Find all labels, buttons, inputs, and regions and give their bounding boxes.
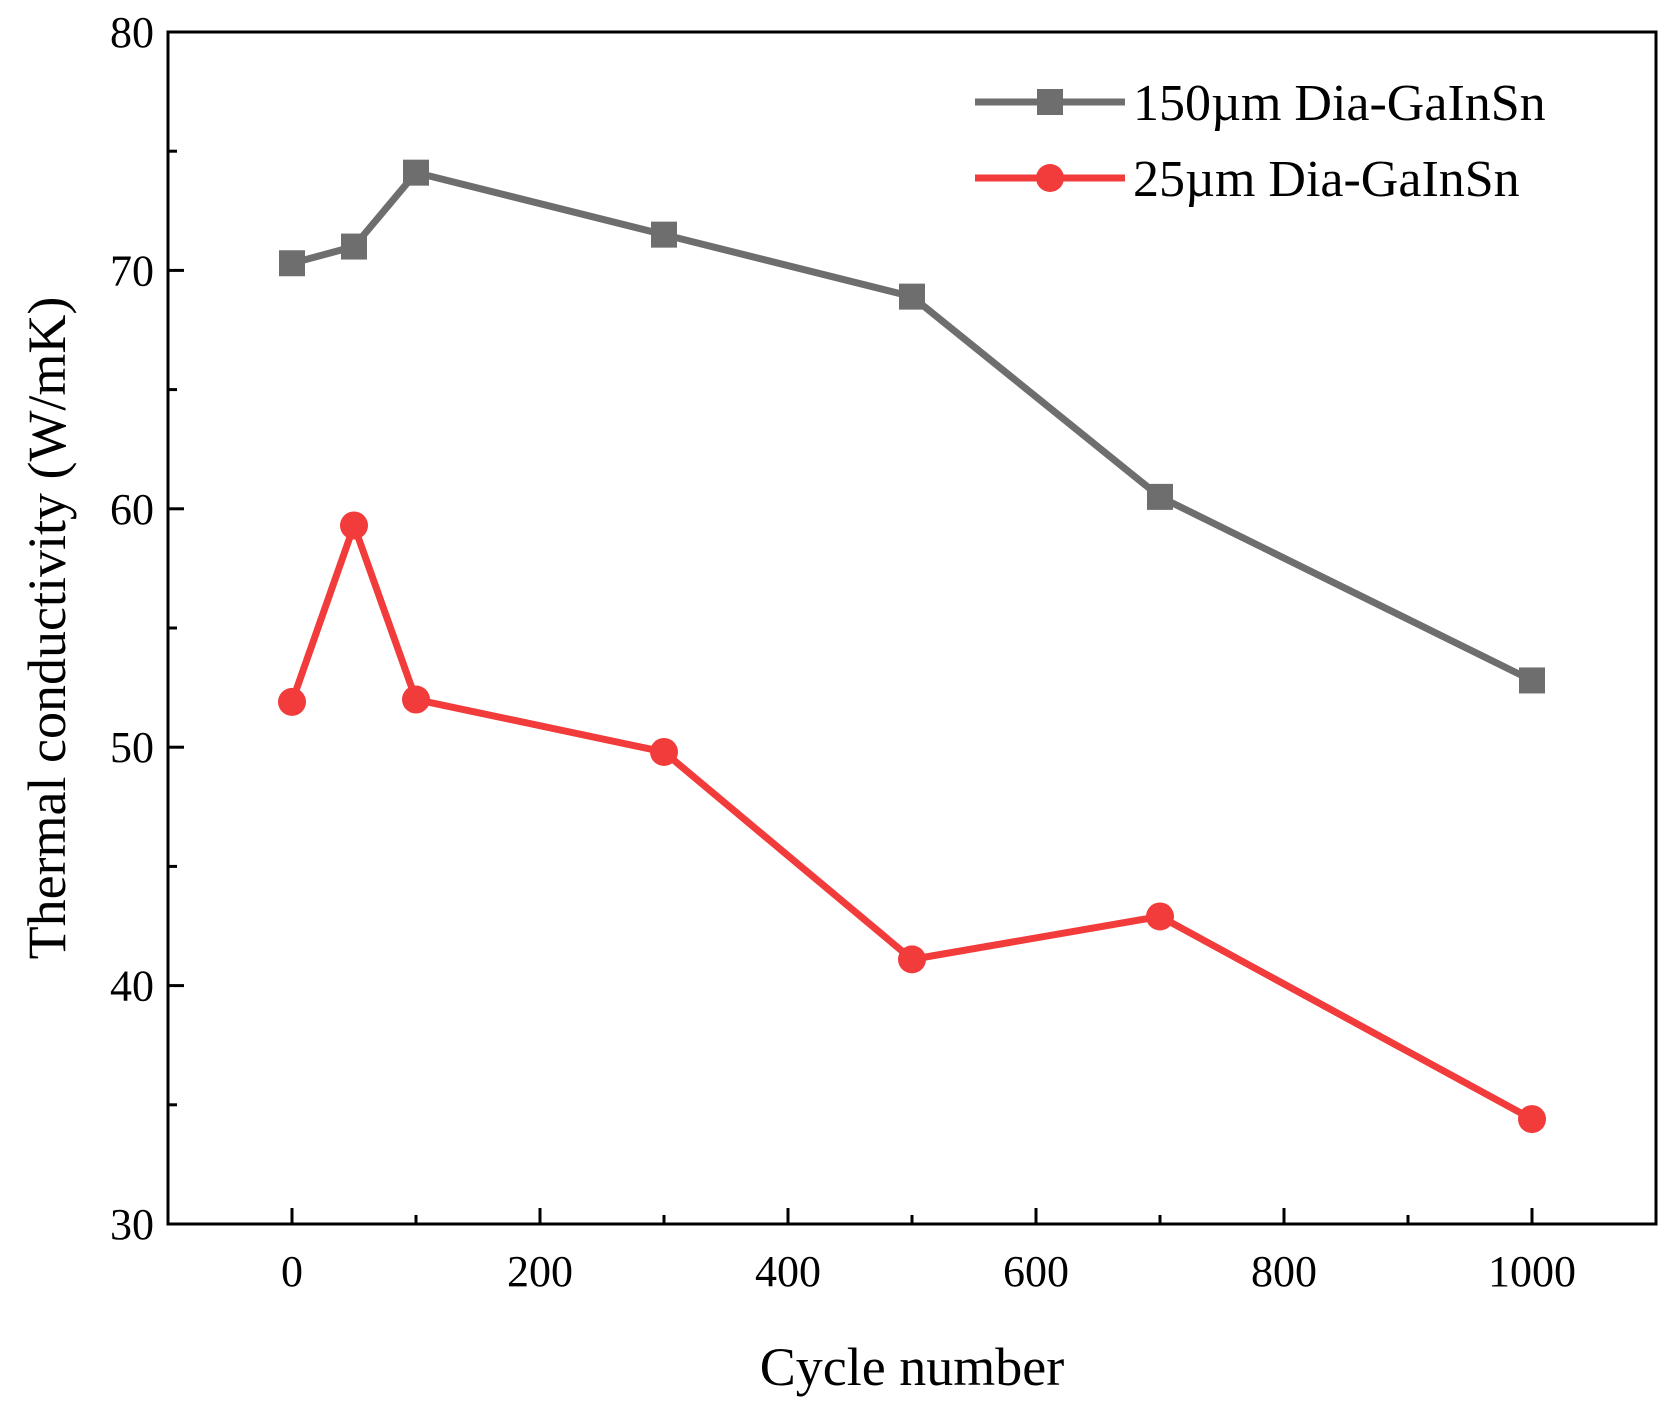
series-line bbox=[288, 521, 1534, 1123]
legend-label: 25µm Dia-GaInSn bbox=[1133, 151, 1520, 208]
data-point-circle bbox=[650, 737, 678, 766]
legend-entry: 25µm Dia-GaInSn bbox=[975, 151, 1520, 208]
data-point-circle bbox=[402, 685, 430, 714]
x-tick-label: 200 bbox=[507, 1247, 573, 1296]
data-point-circle bbox=[898, 945, 926, 974]
data-point-circle bbox=[1518, 1105, 1546, 1134]
legend: 150µm Dia-GaInSn 25µm Dia-GaInSn bbox=[975, 75, 1546, 208]
y-tick-label: 50 bbox=[110, 723, 154, 772]
data-point-square bbox=[1519, 667, 1545, 694]
y-tick-label: 70 bbox=[110, 246, 154, 295]
data-point-square bbox=[341, 233, 367, 260]
x-tick-label: 0 bbox=[281, 1247, 303, 1296]
x-tick-label: 600 bbox=[1003, 1247, 1069, 1296]
axis-tick-labels: 0 200 400 600 800 1000 30 40 50 60 70 80 bbox=[110, 8, 1576, 1296]
legend-entry: 150µm Dia-GaInSn bbox=[975, 75, 1546, 132]
x-axis-title: Cycle number bbox=[760, 1337, 1064, 1397]
series-1 bbox=[279, 159, 1545, 694]
axis-ticks bbox=[168, 30, 1534, 1226]
data-series bbox=[278, 159, 1546, 1134]
legend-label: 150µm Dia-GaInSn bbox=[1133, 75, 1546, 132]
y-tick-label: 60 bbox=[110, 485, 154, 534]
y-axis-title: Thermal conductivity (W/mK) bbox=[17, 297, 77, 960]
data-point-circle bbox=[1146, 902, 1174, 931]
series-2 bbox=[278, 511, 1546, 1134]
data-point-circle bbox=[340, 511, 368, 540]
x-tick-label: 800 bbox=[1251, 1247, 1317, 1296]
data-point-square bbox=[899, 283, 925, 310]
data-point-square bbox=[403, 159, 429, 186]
data-point-square bbox=[651, 221, 677, 248]
legend-marker-square bbox=[1037, 89, 1063, 115]
x-tick-label: 1000 bbox=[1488, 1247, 1576, 1296]
y-tick-label: 40 bbox=[110, 962, 154, 1011]
legend-marker-circle bbox=[1036, 164, 1064, 192]
x-tick-label: 400 bbox=[755, 1247, 821, 1296]
y-tick-label: 30 bbox=[110, 1200, 154, 1249]
data-point-circle bbox=[278, 687, 306, 716]
data-point-square bbox=[279, 250, 305, 277]
data-point-square bbox=[1147, 483, 1173, 510]
y-tick-label: 80 bbox=[110, 8, 154, 57]
series-line bbox=[291, 169, 1534, 684]
